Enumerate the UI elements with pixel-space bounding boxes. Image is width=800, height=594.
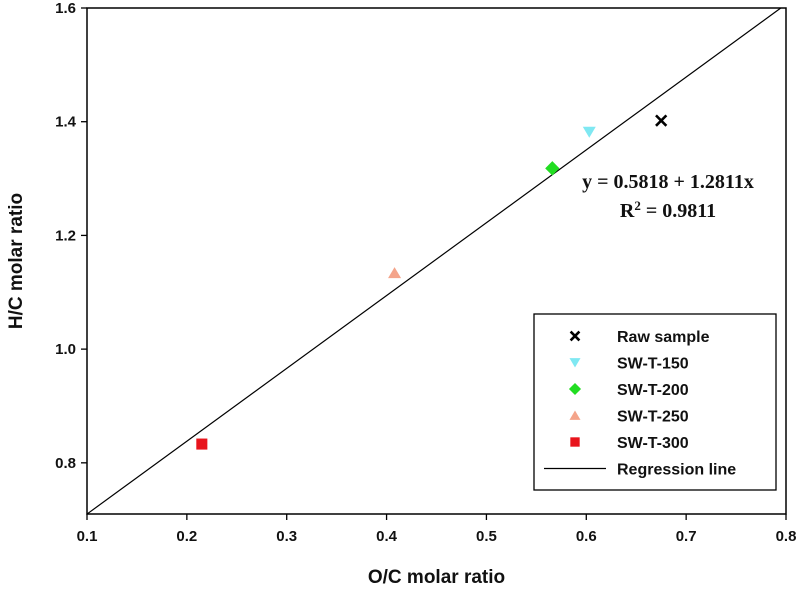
- y-axis-title: H/C molar ratio: [6, 193, 27, 329]
- data-point: [388, 267, 402, 279]
- r2-prefix: R: [620, 200, 635, 222]
- x-tick-label: 0.3: [276, 528, 297, 545]
- legend: Raw sample SW-T-150 SW-T-200 SW-T-250 SW-T-3…: [533, 313, 777, 491]
- legend-box: [533, 313, 777, 491]
- data-point: [196, 438, 208, 450]
- legend-marker: [570, 437, 580, 447]
- plot-frame: [86, 7, 787, 515]
- data-point: [655, 114, 668, 127]
- x-tick-label: 0.2: [176, 528, 197, 545]
- legend-marker: [569, 410, 581, 420]
- r2-value: = 0.9811: [641, 200, 716, 222]
- y-tick-label: 1.2: [55, 227, 76, 244]
- legend-label: Regression line: [617, 462, 736, 479]
- legend-marker: [569, 358, 581, 368]
- legend-label: SW-T-250: [617, 409, 689, 426]
- equation-text: y = 0.5818 + 1.2811x: [582, 171, 754, 193]
- x-tick-label: 0.6: [576, 528, 597, 545]
- legend-label: SW-T-300: [617, 435, 689, 452]
- y-tick-label: 1.4: [55, 114, 77, 131]
- legend-label: Raw sample: [617, 329, 710, 346]
- y-tick-label: 1.6: [55, 0, 76, 17]
- regression-line: [86, 7, 782, 515]
- x-tick-label: 0.5: [476, 528, 497, 545]
- legend-marker: [568, 382, 582, 396]
- x-tick-label: 0.8: [776, 528, 797, 545]
- x-tick-label: 0.7: [676, 528, 697, 545]
- r-squared-text: R2 = 0.9811: [620, 198, 716, 223]
- legend-label: SW-T-150: [617, 356, 689, 373]
- data-point: [582, 126, 596, 138]
- x-axis-title: O/C molar ratio: [368, 567, 505, 588]
- r2-superscript: 2: [634, 198, 641, 213]
- regression-equation: y = 0.5818 + 1.2811x R2 = 0.9811: [582, 171, 754, 222]
- data-point: [545, 161, 560, 176]
- legend-label: SW-T-200: [617, 382, 689, 399]
- legend-marker: [569, 330, 581, 342]
- y-tick-label: 1.0: [55, 341, 76, 358]
- y-tick-label: 0.8: [55, 455, 76, 472]
- x-tick-label: 0.4: [376, 528, 398, 545]
- x-tick-label: 0.1: [77, 528, 98, 545]
